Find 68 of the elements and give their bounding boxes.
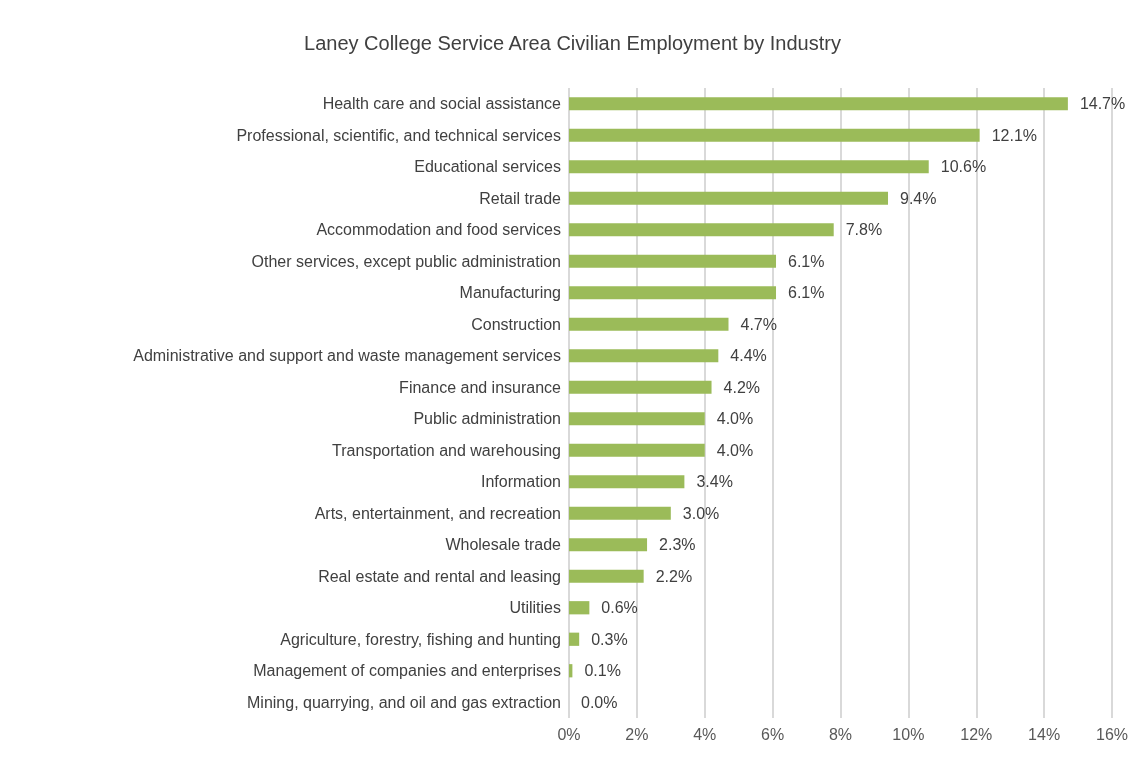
- y-tick-label: Real estate and rental and leasing: [318, 567, 561, 585]
- x-tick-label: 8%: [828, 725, 853, 743]
- data-label: 2.3%: [659, 536, 696, 554]
- data-label: 0.0%: [581, 693, 618, 711]
- data-label: 10.6%: [940, 158, 987, 176]
- data-label: 4.4%: [730, 347, 767, 365]
- bar: [569, 569, 644, 583]
- data-label: 3.0%: [682, 504, 720, 522]
- data-label: 6.1%: [788, 284, 825, 302]
- data-label: 2.2%: [655, 567, 693, 585]
- data-label: 3.4%: [696, 473, 733, 491]
- x-tick-label: 14%: [1028, 725, 1061, 743]
- y-tick-label: Utilities: [509, 599, 561, 617]
- data-label: 4.0%: [716, 410, 754, 428]
- data-label: 14.7%: [1079, 95, 1126, 113]
- bar: [569, 160, 929, 174]
- y-tick-label: Finance and insurance: [399, 378, 562, 396]
- bar: [569, 538, 648, 552]
- bar: [569, 632, 580, 646]
- y-tick-label: Information: [480, 473, 561, 491]
- y-tick-label: Agriculture, forestry, fishing and hunting: [280, 630, 561, 648]
- bar: [569, 475, 685, 489]
- y-tick-label: Wholesale trade: [445, 536, 562, 554]
- y-tick-label: Health care and social assistance: [322, 95, 562, 113]
- data-label: 4.7%: [740, 315, 777, 333]
- data-label: 4.2%: [723, 378, 761, 396]
- bar: [569, 191, 889, 205]
- bar: [569, 128, 980, 142]
- y-tick-label: Management of companies and enterprises: [253, 662, 561, 680]
- y-tick-label: Transportation and warehousing: [332, 441, 561, 459]
- y-tick-label: Professional, scientific, and technical services: [236, 126, 561, 144]
- y-tick-label: Retail trade: [479, 189, 562, 207]
- bar: [569, 286, 777, 300]
- bar: [569, 317, 729, 331]
- y-tick-label: Public administration: [413, 410, 561, 428]
- data-label: 4.0%: [716, 441, 754, 459]
- y-tick-label: Construction: [471, 315, 561, 333]
- chart-title: Laney College Service Area Civilian Employment by Industry: [304, 32, 841, 54]
- x-tick-label: 0%: [557, 725, 581, 743]
- y-tick-label: Accommodation and food services: [316, 221, 561, 239]
- x-tick-label: 12%: [960, 725, 993, 743]
- y-tick-label: Manufacturing: [459, 284, 561, 302]
- data-label: 9.4%: [900, 189, 937, 207]
- y-tick-label: Mining, quarrying, and oil and gas extraction: [247, 693, 561, 711]
- bar: [569, 443, 705, 457]
- x-tick-label: 2%: [625, 725, 649, 743]
- x-tick-label: 4%: [693, 725, 717, 743]
- bar: [569, 97, 1068, 111]
- x-tick-label: 10%: [892, 725, 925, 743]
- data-label: 7.8%: [845, 221, 883, 239]
- data-label: 0.6%: [601, 599, 638, 617]
- data-label: 6.1%: [788, 252, 825, 270]
- bar: [569, 412, 705, 426]
- x-tick-label: 6%: [761, 725, 785, 743]
- bar: [569, 254, 777, 268]
- bar: [569, 601, 590, 615]
- x-tick-label: 16%: [1095, 725, 1129, 743]
- bar: [569, 506, 671, 520]
- bar: [569, 380, 712, 394]
- data-label: 0.3%: [591, 630, 628, 648]
- y-tick-label: Other services, except public administration: [251, 252, 561, 270]
- y-tick-label: Educational services: [414, 158, 561, 176]
- y-tick-label: Administrative and support and waste management services: [133, 347, 561, 365]
- data-label: 0.1%: [584, 662, 621, 680]
- bar: [569, 223, 834, 237]
- y-tick-label: Arts, entertainment, and recreation: [314, 504, 561, 522]
- bar: [569, 349, 719, 363]
- data-label: 12.1%: [991, 126, 1038, 144]
